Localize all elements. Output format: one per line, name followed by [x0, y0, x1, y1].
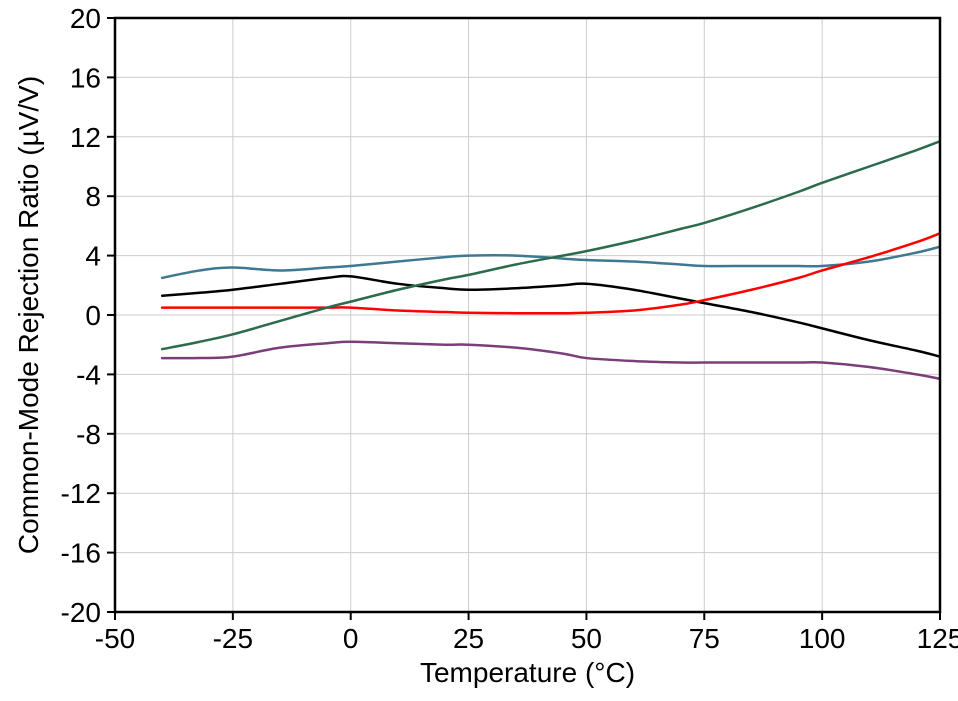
chart-container: -50-250255075100125-20-16-12-8-404812162…	[0, 0, 958, 701]
cmrr-vs-temperature-chart: -50-250255075100125-20-16-12-8-404812162…	[0, 0, 958, 701]
y-tick-label: -12	[61, 478, 101, 509]
y-tick-label: -8	[76, 419, 101, 450]
y-tick-label: 20	[70, 3, 101, 34]
y-tick-label: 4	[85, 241, 101, 272]
y-tick-label: 16	[70, 62, 101, 93]
x-tick-label: 50	[571, 623, 602, 654]
x-tick-label: 100	[799, 623, 846, 654]
y-tick-label: -20	[61, 597, 101, 628]
x-tick-label: 75	[689, 623, 720, 654]
chart-background	[0, 0, 958, 701]
y-tick-label: -16	[61, 538, 101, 569]
y-tick-label: -4	[76, 359, 101, 390]
x-axis-label: Temperature (°C)	[420, 657, 635, 688]
x-tick-label: 0	[343, 623, 359, 654]
x-tick-label: -25	[213, 623, 253, 654]
x-tick-label: 25	[453, 623, 484, 654]
y-tick-label: 0	[85, 300, 101, 331]
y-axis-label: Common-Mode Rejection Ratio (µV/V)	[13, 76, 44, 554]
x-tick-label: 125	[917, 623, 958, 654]
y-tick-label: 8	[85, 181, 101, 212]
y-tick-label: 12	[70, 122, 101, 153]
